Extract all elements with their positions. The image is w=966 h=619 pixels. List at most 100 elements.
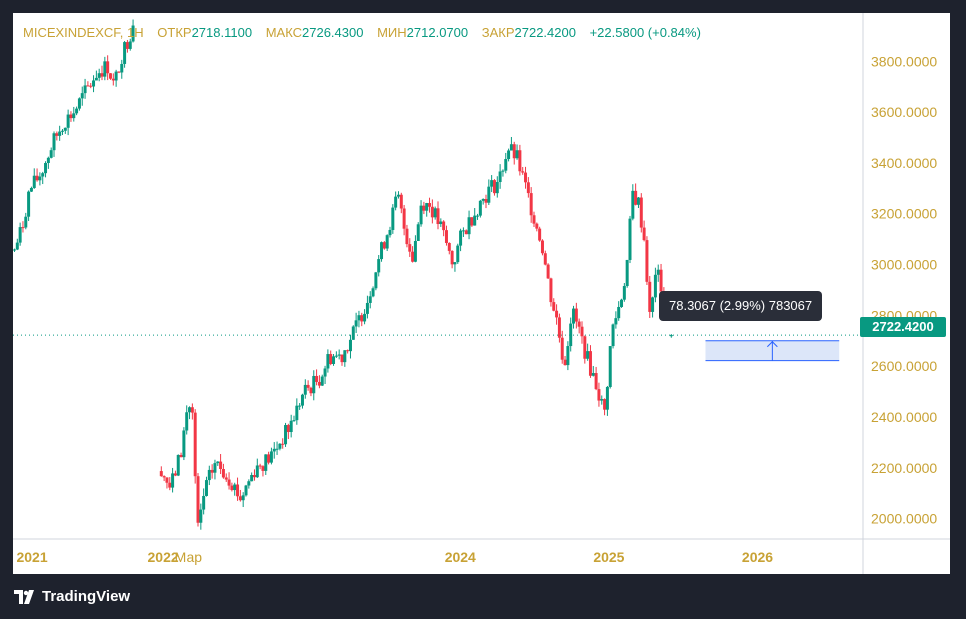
candlestick-chart[interactable]: 3800.0000 3600.0000 3400.0000 3200.0000 3000… xyxy=(13,13,950,574)
candle-body xyxy=(374,272,378,289)
candle-body xyxy=(131,25,135,42)
candle-body xyxy=(264,454,268,471)
candle-body xyxy=(461,230,465,232)
candle-body xyxy=(41,173,45,177)
candle-body xyxy=(168,482,172,488)
candle-body xyxy=(35,175,39,181)
candle-body xyxy=(597,389,601,401)
candle-body xyxy=(642,227,646,241)
candle-body xyxy=(159,471,163,477)
candle-body xyxy=(540,240,544,254)
candle-body xyxy=(315,375,319,382)
candle-body xyxy=(171,473,175,488)
candle-body xyxy=(300,394,304,406)
candle-body xyxy=(162,476,166,478)
candle-body xyxy=(29,187,33,192)
candle-body xyxy=(605,386,609,410)
candle-body xyxy=(185,412,189,431)
tradingview-logo[interactable]: TradingView xyxy=(14,588,130,605)
candle-body xyxy=(388,229,392,236)
symbol-label[interactable]: MICEXINDEXCF, 1Н xyxy=(23,25,144,40)
candle-body xyxy=(281,443,285,445)
candle-body xyxy=(326,354,330,369)
candle-body xyxy=(92,80,96,87)
candle-body xyxy=(380,242,384,260)
y-tick-label: 2600.0000 xyxy=(871,358,937,374)
candle-body xyxy=(32,175,36,188)
candle-body xyxy=(94,77,98,81)
y-tick-label: 3000.0000 xyxy=(871,257,937,273)
candle-body xyxy=(188,407,192,413)
candle-body xyxy=(526,182,530,194)
candle-body xyxy=(15,242,19,250)
candle-body xyxy=(382,242,386,249)
candle-body xyxy=(600,399,604,401)
candle-body xyxy=(546,264,550,279)
candle-body xyxy=(252,474,256,478)
candle-body xyxy=(450,250,454,265)
candle-body xyxy=(193,412,197,477)
candle-body xyxy=(396,194,400,197)
candle-body xyxy=(639,197,643,228)
candle-body xyxy=(467,217,471,235)
candle-body xyxy=(72,113,76,119)
candle-body xyxy=(38,176,42,181)
candle-body xyxy=(583,336,587,359)
candle-body xyxy=(439,221,443,225)
candle-body xyxy=(478,200,482,216)
x-tick-label: 2026 xyxy=(742,549,773,565)
y-tick-label: 3400.0000 xyxy=(871,155,937,171)
candle-body xyxy=(13,249,16,251)
candle-body xyxy=(563,359,567,366)
candle-body xyxy=(27,191,31,217)
candle-body xyxy=(524,172,528,183)
chart-frame[interactable]: 3800.0000 3600.0000 3400.0000 3200.0000 3000… xyxy=(13,13,950,574)
candle-body xyxy=(275,448,279,450)
candle-body xyxy=(603,399,607,410)
candle-body xyxy=(518,150,522,172)
candle-body xyxy=(44,163,48,174)
x-tick-label: 2021 xyxy=(16,549,47,565)
candle-body xyxy=(204,480,208,496)
last-price-label: 2722.4200 xyxy=(860,317,946,337)
low-value: 2712.0700 xyxy=(406,25,469,40)
candle-body xyxy=(529,193,533,216)
candle-body xyxy=(476,215,480,217)
candle-body xyxy=(490,180,494,187)
candle-body xyxy=(55,133,59,136)
candle-body xyxy=(419,205,423,225)
candle-body xyxy=(464,230,468,235)
candle-body xyxy=(656,269,660,275)
candle-body xyxy=(622,286,626,300)
candle-body xyxy=(80,93,84,99)
candle-body xyxy=(470,217,474,226)
y-tick-label: 2200.0000 xyxy=(871,460,937,476)
candle-body xyxy=(267,454,271,463)
candle-body xyxy=(552,302,556,311)
x-tick-label: 2022 xyxy=(148,549,179,565)
candle-body xyxy=(433,208,437,218)
candle-body xyxy=(18,227,22,243)
candle-body xyxy=(60,130,64,132)
candle-body xyxy=(591,373,595,376)
candle-body xyxy=(360,315,364,322)
candle-body xyxy=(320,376,324,386)
candle-body xyxy=(549,278,553,303)
ohlc-legend: MICEXINDEXCF, 1Н ОТКР2718.1100 МАКС2726.… xyxy=(23,25,701,40)
open-label: ОТКР xyxy=(157,25,192,40)
candle-body xyxy=(509,144,513,151)
candle-body xyxy=(459,230,463,246)
candle-body xyxy=(368,296,372,303)
candle-body xyxy=(86,85,90,87)
candle-body xyxy=(52,133,56,151)
candle-body xyxy=(269,451,273,463)
candle-body xyxy=(413,240,417,262)
candle-body xyxy=(620,299,624,307)
candle-body xyxy=(106,61,110,74)
candle-body xyxy=(405,228,409,245)
candle-body xyxy=(391,207,395,230)
candle-body xyxy=(278,443,282,449)
candle-body xyxy=(196,476,200,523)
candle-body xyxy=(557,317,561,338)
candle-body xyxy=(216,461,220,464)
